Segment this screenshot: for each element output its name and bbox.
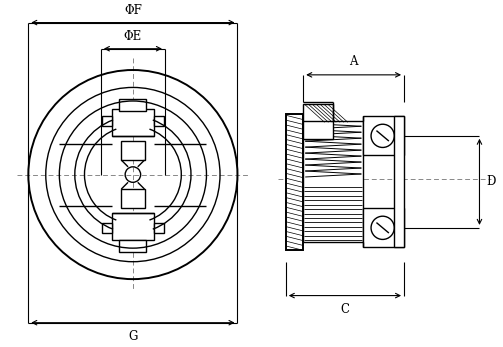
Bar — [286, 113, 303, 250]
Bar — [363, 117, 404, 155]
Bar — [102, 117, 112, 126]
Bar — [363, 209, 404, 247]
Bar — [112, 213, 154, 240]
Bar — [394, 117, 404, 247]
Text: A: A — [350, 55, 358, 68]
Bar — [112, 109, 154, 136]
Bar — [154, 223, 164, 232]
Text: G: G — [128, 330, 138, 344]
Bar — [121, 141, 144, 160]
Text: ΦF: ΦF — [124, 4, 142, 17]
Bar — [119, 99, 146, 111]
Bar — [102, 223, 112, 232]
Bar — [154, 117, 164, 126]
Bar — [303, 121, 363, 242]
Bar — [121, 189, 144, 209]
Text: C: C — [341, 303, 350, 316]
Text: D: D — [486, 175, 495, 188]
Text: ΦE: ΦE — [124, 30, 142, 43]
Bar — [303, 104, 333, 139]
Bar — [119, 240, 146, 252]
